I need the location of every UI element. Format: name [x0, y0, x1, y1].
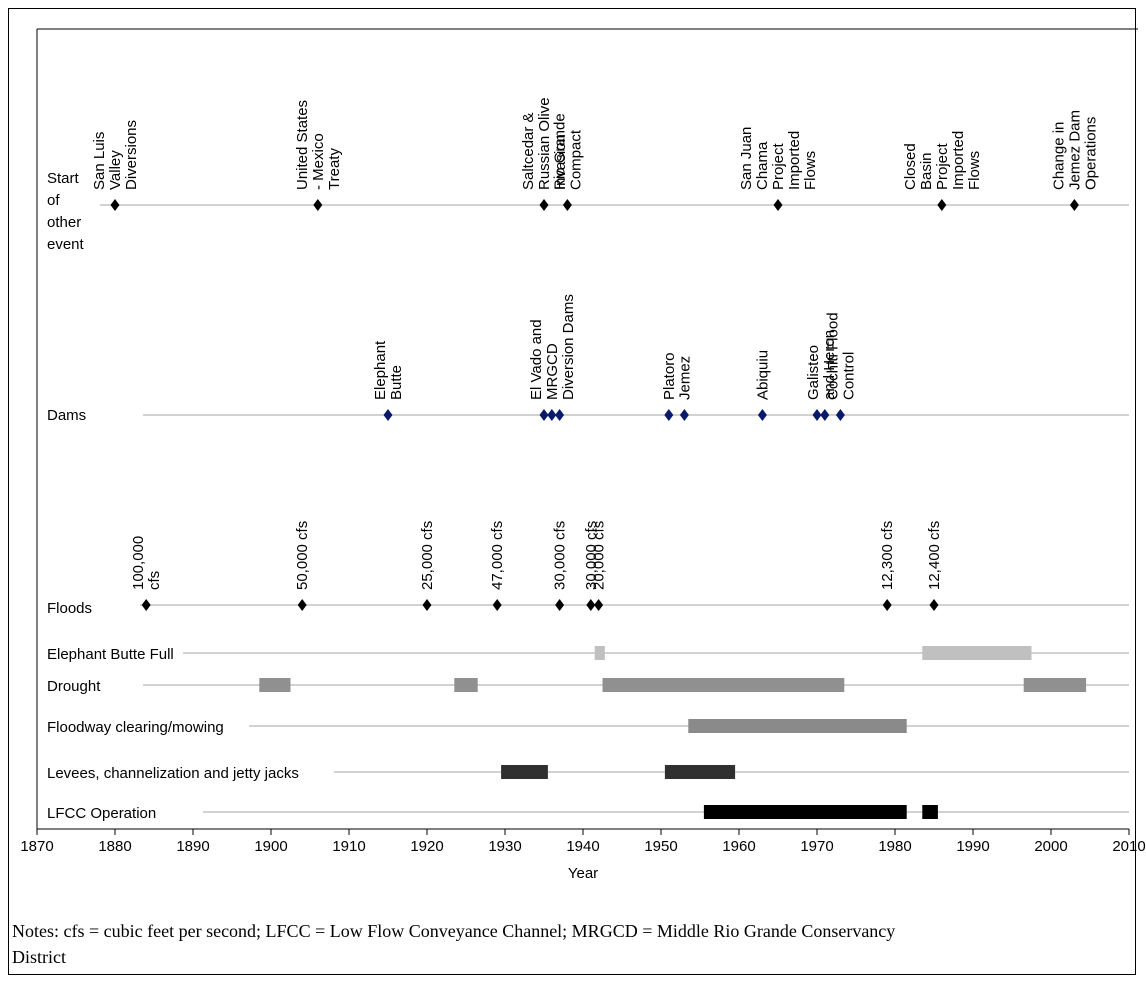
x-tick-label: 1900	[254, 838, 287, 855]
flood-marker	[594, 599, 604, 611]
row-label-floodway: Floodway clearing/mowing	[47, 719, 224, 736]
notes: Notes: cfs = cubic feet per second; LFCC…	[12, 918, 1122, 970]
dam-marker	[757, 409, 767, 421]
x-tick-label: 1880	[98, 838, 131, 855]
other-event-label: Saltcedar &Russian OliveInvasion	[520, 97, 569, 190]
other-event-marker	[539, 199, 549, 211]
x-tick-label: 1990	[956, 838, 989, 855]
x-tick-label: 1870	[20, 838, 53, 855]
other-event-marker	[937, 199, 947, 211]
drought-period-bar	[454, 678, 478, 692]
levees-period-bar	[664, 765, 736, 779]
flood-label: 30,000 cfs	[583, 521, 600, 590]
dam-label: Abiquiu	[754, 350, 771, 400]
flood-marker	[929, 599, 939, 611]
figure-frame	[8, 8, 1136, 975]
dam-label: Platoro	[661, 352, 678, 400]
other-event-marker	[562, 199, 572, 211]
x-tick-label: 1950	[644, 838, 677, 855]
other-event-marker	[773, 199, 783, 211]
flood-marker	[422, 599, 432, 611]
dam-marker	[835, 409, 845, 421]
dam-marker	[820, 409, 830, 421]
row-label-dams: Dams	[47, 407, 86, 424]
other-event-label: San LuisValleyDiversions	[91, 120, 140, 190]
x-tick-label: 1960	[722, 838, 755, 855]
other-event-label: United States- MexicoTreaty	[294, 100, 343, 190]
timeline-chart: 1870 1880 1890 1900 1910 1920 1930 1940 1950 1960…	[20, 28, 1146, 882]
other-event-label: Rio GrandeCompact	[551, 113, 584, 190]
row-label-ebfull: Elephant Butte Full	[47, 646, 174, 663]
x-tick-label: 2000	[1034, 838, 1067, 855]
flood-label: 30,000 cfs	[552, 521, 569, 590]
flood-label: 50,000 cfs	[294, 521, 311, 590]
flood-marker	[297, 599, 307, 611]
flood-label: 20,000 cfs	[591, 521, 608, 590]
dam-marker	[547, 409, 557, 421]
other-event-marker	[1069, 199, 1079, 211]
flood-label: 12,400 cfs	[926, 521, 943, 590]
dam-marker	[555, 409, 565, 421]
dam-marker	[539, 409, 549, 421]
flood-label: 100,000cfs	[130, 536, 163, 590]
drought-period-bar	[1023, 678, 1087, 692]
x-tick-label: 1930	[488, 838, 521, 855]
dam-marker	[383, 409, 393, 421]
flood-marker	[555, 599, 565, 611]
dam-label: ElephantButte	[372, 340, 405, 400]
drought-period-bar	[259, 678, 291, 692]
ebfull-period-bar	[594, 646, 605, 660]
x-axis-title: Year	[568, 865, 598, 882]
ebfull-period-bar	[922, 646, 1032, 660]
dam-label: Jemez	[676, 356, 693, 400]
dam-marker	[812, 409, 822, 421]
row-label-other-event: Start of other event	[47, 170, 85, 253]
flood-label: 47,000 cfs	[489, 521, 506, 590]
row-label-levees: Levees, channelization and jetty jacks	[47, 765, 299, 782]
x-tick-label: 1910	[332, 838, 365, 855]
x-tick-label: 1940	[566, 838, 599, 855]
dam-marker	[679, 409, 689, 421]
other-event-label: San JuanChamaProjectImportedFlows	[738, 127, 819, 190]
dam-marker	[664, 409, 674, 421]
dam-label: Galisteoand Heron	[805, 330, 838, 400]
other-event-marker	[313, 199, 323, 211]
x-tick-label: 1980	[878, 838, 911, 855]
dam-label: Cochiti FloodControl	[824, 312, 857, 400]
lfcc-period-bar	[922, 805, 938, 819]
levees-period-bar	[501, 765, 548, 779]
floodway-period-bar	[688, 719, 907, 733]
other-event-label: Change inJemez DamOperations	[1050, 110, 1099, 190]
x-tick-label: 1890	[176, 838, 209, 855]
flood-label: 12,300 cfs	[879, 521, 896, 590]
flood-marker	[586, 599, 596, 611]
x-tick-label: 2010	[1112, 838, 1145, 855]
row-label-lfcc: LFCC Operation	[47, 805, 156, 822]
dam-label: El Vado andMRGCDDiversion Dams	[528, 294, 577, 400]
lfcc-period-bar	[703, 805, 907, 819]
flood-marker	[882, 599, 892, 611]
flood-marker	[141, 599, 151, 611]
x-tick-label: 1970	[800, 838, 833, 855]
row-label-drought: Drought	[47, 678, 101, 695]
notes-line-1: Notes: cfs = cubic feet per second; LFCC…	[12, 921, 896, 941]
other-event-label: ClosedBasinProjectImportedFlows	[902, 131, 983, 190]
flood-label: 25,000 cfs	[419, 521, 436, 590]
flood-marker	[492, 599, 502, 611]
other-event-marker	[110, 199, 120, 211]
x-tick-label: 1920	[410, 838, 443, 855]
row-label-floods: Floods	[47, 600, 92, 617]
drought-period-bar	[602, 678, 845, 692]
notes-line-2: District	[12, 947, 66, 967]
